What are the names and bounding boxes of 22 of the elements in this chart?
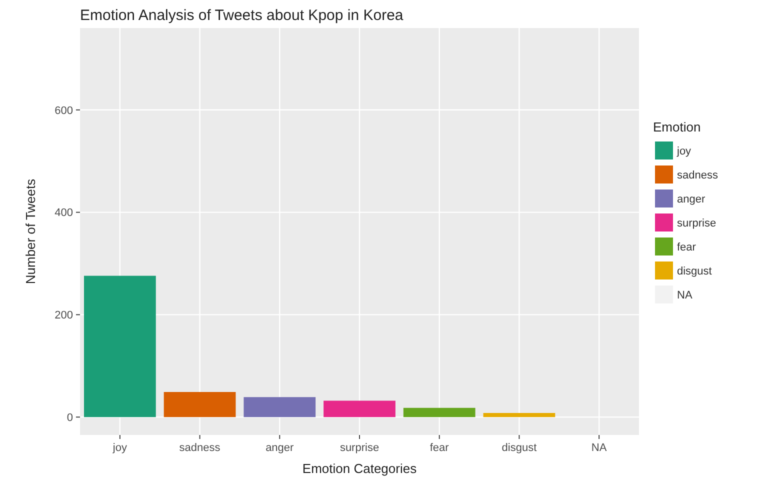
legend-label: sadness (677, 169, 718, 182)
y-tick-label: 200 (54, 310, 73, 322)
y-tick-label: 400 (54, 207, 73, 220)
x-tick-label: sadness (179, 442, 221, 454)
y-tick-label: 0 (66, 412, 73, 424)
x-tick-label: surprise (340, 442, 380, 454)
legend-label: surprise (677, 217, 716, 230)
x-tick-label: fear (430, 442, 450, 454)
y-axis-title: Number of Tweets (23, 178, 38, 284)
x-tick-label: anger (266, 442, 294, 454)
legend-label: anger (677, 193, 706, 206)
legend-label: fear (677, 241, 696, 254)
chart-title: Emotion Analysis of Tweets about Kpop in Korea (80, 7, 404, 24)
legend-label: disgust (677, 265, 712, 278)
x-axis-title: Emotion Categories (302, 461, 418, 476)
x-tick-label: joy (112, 442, 128, 454)
legend-label: joy (676, 145, 692, 158)
x-tick-label: NA (591, 442, 608, 454)
legend-title: Emotion (653, 120, 701, 134)
x-tick-label: disgust (502, 442, 537, 454)
legend-label: NA (677, 289, 693, 302)
y-tick-label: 600 (54, 104, 73, 117)
